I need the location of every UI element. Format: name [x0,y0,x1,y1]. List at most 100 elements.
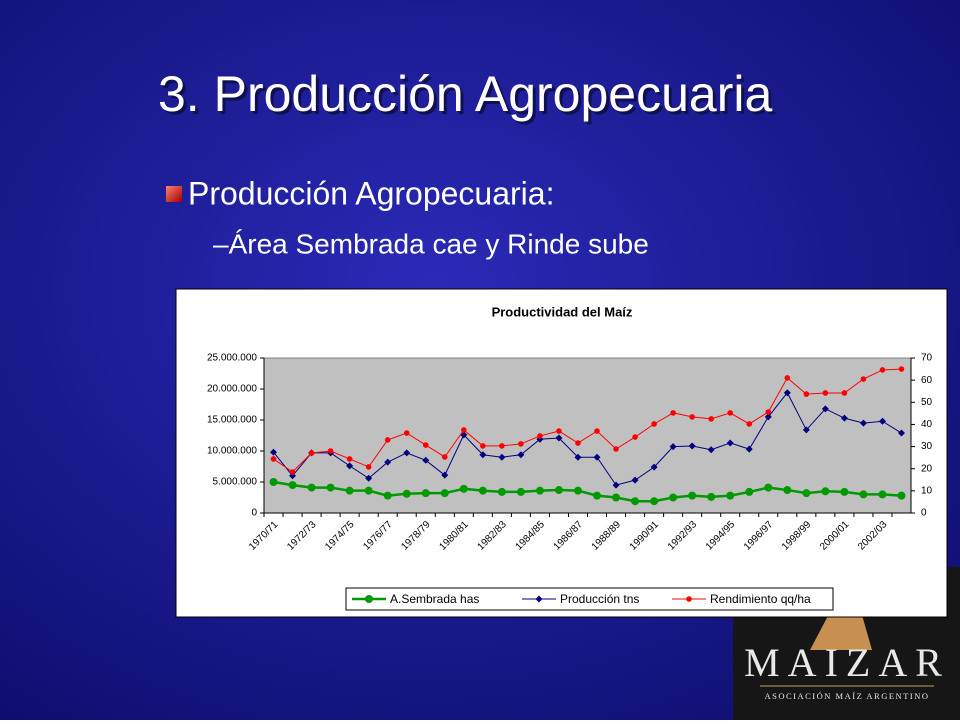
marker [669,443,677,451]
marker [822,390,829,396]
legend-marker [686,596,692,602]
marker [383,491,392,500]
marker [345,486,354,495]
marker [537,433,543,439]
logo-icon [810,608,872,650]
marker [707,446,715,454]
marker [403,430,410,436]
marker [554,486,563,495]
marker [878,490,887,499]
marker [840,487,849,496]
marker [497,487,506,496]
marker [821,405,829,413]
marker [269,478,278,486]
marker [765,409,772,415]
marker [422,456,430,464]
marker [802,426,810,434]
marker [821,487,830,496]
marker [783,486,792,495]
marker [783,389,791,397]
marker [612,481,620,489]
logo-name: MAIZAR [744,640,950,685]
marker [688,442,696,450]
marker [650,497,659,506]
marker [859,490,868,499]
marker [480,443,486,449]
marker [840,414,848,422]
marker [613,446,619,452]
marker [365,464,372,470]
marker [556,428,562,434]
marker [518,441,524,447]
marker [346,456,353,462]
marker [365,474,373,482]
y-tick-label: 0 [251,508,257,519]
marker [403,449,411,457]
marker [726,491,735,500]
marker [574,453,582,461]
title-shadow: 3. Producción Agropecuaria [161,69,775,125]
marker [308,450,315,456]
y-tick-label: 20.000.000 [207,384,257,395]
series-line [273,480,902,503]
marker [898,366,905,372]
legend-marker [535,595,543,603]
marker [745,487,754,496]
marker [632,434,638,440]
marker [688,491,697,500]
chart-title: Productividad del Maíz [492,304,633,319]
marker [327,448,334,454]
marker [535,486,544,495]
marker [402,489,411,498]
y2-tick-label: 10 [921,485,933,496]
marker [479,451,487,459]
sub-bullet: –Área Sembrada cae y Rinde sube [213,228,649,259]
marker [727,410,734,416]
marker [745,445,753,453]
y2-tick-label: 30 [921,441,933,452]
marker [384,437,391,443]
series-line [273,391,902,486]
y-tick-label: 10.000.000 [207,446,257,457]
marker [707,492,716,501]
marker [612,493,621,502]
marker [841,390,848,396]
marker [573,486,582,495]
series-line [273,368,902,473]
marker [803,391,810,397]
marker [651,421,657,427]
y2-tick-label: 0 [921,508,927,519]
marker [669,493,678,502]
marker [593,491,602,500]
marker [307,483,316,492]
y-tick-label: 25.000.000 [207,353,257,364]
legend-label: Producción tns [560,592,639,606]
y2-tick-label: 50 [921,397,933,408]
marker [288,481,297,490]
marker [594,428,600,434]
marker [784,375,791,381]
marker [593,453,601,461]
plot-area [263,357,912,514]
marker [860,376,867,382]
marker [346,462,354,470]
y2-tick-label: 70 [921,353,933,364]
marker [897,491,906,500]
marker [441,454,448,460]
marker [517,451,525,459]
marker [746,421,753,427]
marker [461,427,467,433]
marker [764,413,772,421]
marker [384,458,392,466]
marker [422,442,429,448]
marker [879,367,886,373]
chart: Productividad del Maíz 0 5.000.000 10.000.… [175,288,948,618]
marker [670,410,676,416]
y2-tick-label: 20 [921,463,933,474]
marker [270,456,277,462]
legend-label: A.Sembrada has [390,592,479,606]
bullet: Producción Agropecuaria: [188,175,554,211]
y2-tick-label: 60 [921,375,933,386]
marker [878,417,886,425]
